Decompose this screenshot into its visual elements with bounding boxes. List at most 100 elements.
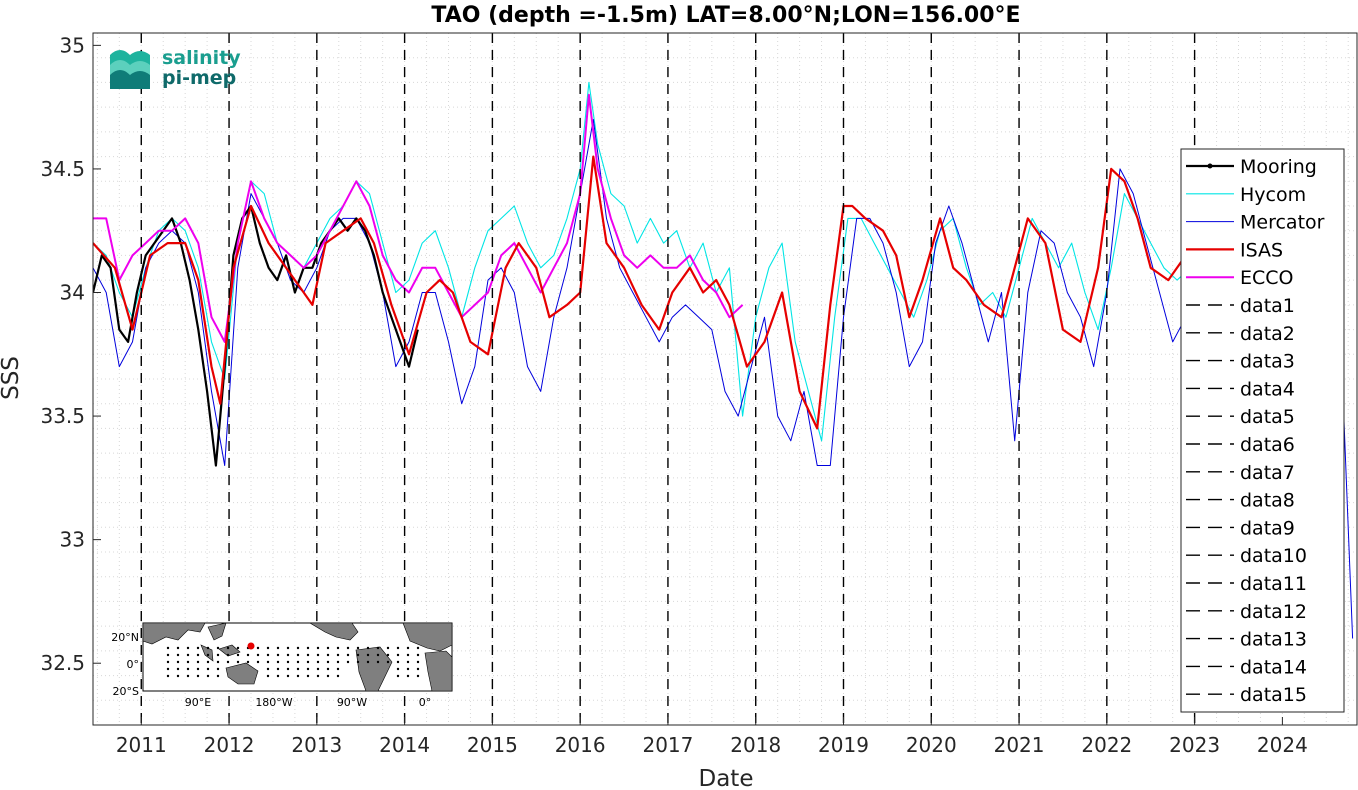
buoy-marker (166, 653, 170, 657)
station-marker (247, 642, 255, 650)
buoy-marker (356, 646, 360, 650)
buoy-marker (376, 653, 380, 657)
buoy-marker (316, 660, 320, 664)
x-tick-label: 2022 (1081, 733, 1132, 757)
y-tick-label: 35 (60, 33, 85, 57)
legend-label: data5 (1240, 406, 1295, 428)
x-tick-label: 2023 (1169, 733, 1220, 757)
buoy-marker (346, 660, 350, 664)
y-tick-label: 34.5 (40, 157, 85, 181)
buoy-marker (336, 653, 340, 657)
buoy-marker (216, 667, 220, 671)
x-axis-label: Date (699, 766, 754, 790)
land-shape (308, 622, 359, 641)
buoy-marker (226, 646, 230, 650)
buoy-marker (316, 667, 320, 671)
buoy-marker (256, 660, 260, 664)
x-tick-label: 2024 (1257, 733, 1308, 757)
buoy-marker (386, 646, 390, 650)
buoy-marker (306, 646, 310, 650)
buoy-marker (326, 667, 330, 671)
logo-line2: pi-mep (162, 67, 236, 89)
buoy-marker (216, 674, 220, 678)
buoy-marker (176, 653, 180, 657)
buoy-marker (326, 646, 330, 650)
legend-label: data12 (1240, 601, 1307, 623)
buoy-marker (236, 653, 240, 657)
buoy-marker (416, 667, 420, 671)
buoy-marker (166, 674, 170, 678)
buoy-marker (186, 674, 190, 678)
buoy-marker (396, 674, 400, 678)
buoy-marker (196, 660, 200, 664)
buoy-marker (296, 646, 300, 650)
buoy-marker (176, 646, 180, 650)
buoy-marker (276, 660, 280, 664)
buoy-marker (386, 653, 390, 657)
legend-box (1180, 148, 1345, 713)
buoy-marker (216, 660, 220, 664)
buoy-marker (266, 660, 270, 664)
series-line-isas (93, 155, 1187, 430)
buoy-marker (336, 646, 340, 650)
buoy-marker (366, 653, 370, 657)
buoy-marker (406, 674, 410, 678)
buoy-marker (266, 646, 270, 650)
x-tick-label: 2016 (555, 733, 606, 757)
buoy-marker (306, 660, 310, 664)
buoy-marker (296, 667, 300, 671)
legend: Mooring Hycom Mercator ISAS ECCO data1 data2 da… (1180, 148, 1345, 713)
buoy-marker (186, 646, 190, 650)
series-line-ecco (93, 93, 744, 343)
buoy-marker (266, 667, 270, 671)
legend-label: data2 (1240, 323, 1295, 345)
map-lon-label: 90°E (185, 696, 211, 709)
legend-label: data10 (1240, 545, 1307, 567)
buoy-marker (366, 646, 370, 650)
buoy-marker (396, 646, 400, 650)
buoy-marker (286, 667, 290, 671)
buoy-marker (396, 667, 400, 671)
buoy-marker (306, 653, 310, 657)
x-tick-label: 2018 (730, 733, 781, 757)
buoy-marker (206, 646, 210, 650)
land-shape (402, 622, 453, 652)
buoy-marker (406, 667, 410, 671)
legend-label: data14 (1240, 656, 1307, 678)
land-shape (225, 662, 259, 685)
buoy-marker (186, 660, 190, 664)
buoy-marker (266, 674, 270, 678)
map-lon-label: 90°W (337, 696, 367, 709)
buoy-marker (326, 660, 330, 664)
legend-label: data3 (1240, 351, 1295, 373)
buoy-marker (416, 653, 420, 657)
buoy-marker (316, 674, 320, 678)
buoy-marker (166, 660, 170, 664)
plot-frame (92, 32, 1358, 726)
buoy-marker (396, 653, 400, 657)
buoy-marker (196, 667, 200, 671)
buoy-marker (286, 674, 290, 678)
map-lat-label: 20°S (113, 685, 139, 698)
x-tick-label: 2011 (116, 733, 167, 757)
buoy-marker (416, 646, 420, 650)
buoy-marker (406, 653, 410, 657)
land-shape (355, 646, 393, 692)
buoy-marker (266, 653, 270, 657)
buoy-marker (196, 646, 200, 650)
buoy-marker (206, 674, 210, 678)
legend-label: ISAS (1240, 239, 1283, 261)
buoy-marker (196, 674, 200, 678)
x-tick-label: 2015 (467, 733, 518, 757)
buoy-marker (346, 646, 350, 650)
x-tick-label: 2013 (291, 733, 342, 757)
buoy-marker (416, 660, 420, 664)
legend-label: Mercator (1240, 212, 1325, 234)
buoy-marker (286, 660, 290, 664)
legend-label: data15 (1240, 684, 1307, 706)
buoy-marker (166, 667, 170, 671)
inset-map: 20°N 0° 20°S 90°E 180°W 90°W 0° (111, 622, 453, 709)
buoy-marker (206, 653, 210, 657)
buoy-marker (296, 660, 300, 664)
